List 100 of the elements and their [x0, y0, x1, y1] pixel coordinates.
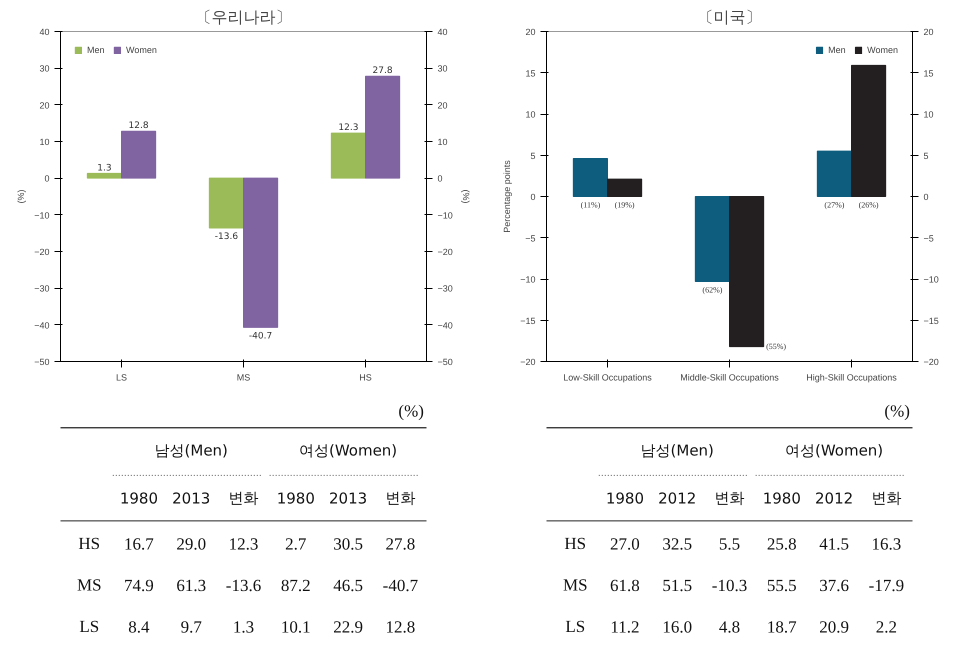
- y-tick-label: −15: [520, 316, 536, 326]
- data-label: 4.8: [718, 618, 740, 637]
- data-label: 27.8: [372, 66, 393, 76]
- y2-tick-label: −50: [438, 357, 453, 367]
- data-label: 27.0: [610, 534, 640, 554]
- y-tick-label: MS: [562, 576, 588, 595]
- y-tick-label: 20: [525, 27, 536, 37]
- data-label: 74.9: [124, 576, 154, 596]
- data-label: 61.8: [610, 576, 640, 596]
- annotation: (19%): [614, 200, 635, 210]
- x-tick-label: LS: [116, 372, 128, 382]
- x-tick-label: 변화: [871, 489, 902, 508]
- y-tick-label: 0: [44, 174, 50, 184]
- data-label: -13.6: [226, 576, 262, 596]
- y2-tick-label: 20: [924, 27, 934, 37]
- data-label: 16.3: [871, 534, 902, 554]
- x-tick-label: 변화: [228, 489, 258, 508]
- chart-title: 〔미국〕: [698, 8, 762, 26]
- y2-tick-label: −30: [438, 284, 453, 294]
- data-label: 16.7: [124, 534, 154, 554]
- data-label: 1.3: [232, 618, 254, 637]
- data-label: -40.7: [382, 576, 419, 596]
- x-tick-label: 변화: [714, 489, 744, 508]
- y-axis-title: Percentage points: [502, 160, 512, 233]
- y-tick-label: 5: [530, 150, 536, 161]
- y2-tick-label: 5: [924, 150, 929, 161]
- data-label: 11.2: [610, 618, 640, 637]
- x-tick-label: MS: [236, 372, 250, 382]
- y-tick-label: 10: [39, 137, 50, 147]
- x-tick-label: HS: [359, 372, 372, 382]
- x-tick-label: 1980: [762, 490, 801, 508]
- x-tick-label: 1980: [120, 490, 158, 508]
- data-label: 16.0: [662, 618, 692, 637]
- y-tick-label: LS: [565, 617, 586, 636]
- annotation: (11%): [580, 200, 601, 210]
- text: 여성(Women): [784, 442, 884, 460]
- y2-tick-label: −20: [924, 357, 939, 367]
- legend-label: Men: [828, 45, 847, 55]
- data-label: 51.5: [662, 576, 692, 596]
- y-tick-label: 40: [39, 27, 50, 37]
- annotation: (55%): [766, 342, 786, 352]
- y2-tick-label: 0: [438, 174, 443, 184]
- data-label: -13.6: [214, 232, 238, 242]
- data-label: -10.3: [712, 576, 748, 596]
- data-label: 12.8: [385, 618, 416, 637]
- y-tick-label: 0: [530, 192, 536, 202]
- annotation: (62%): [702, 285, 723, 294]
- y2-tick-label: 0: [924, 192, 929, 202]
- y-tick-label: 10: [525, 110, 536, 120]
- y-tick-label: MS: [76, 576, 102, 595]
- data-label: 10.1: [280, 618, 311, 637]
- data-label: 41.5: [819, 534, 849, 554]
- data-label: -40.7: [248, 331, 272, 342]
- y2-tick-label: −5: [924, 233, 934, 244]
- data-label: 22.9: [333, 618, 363, 637]
- data-label: 12.3: [228, 534, 258, 554]
- data-label: 2.2: [876, 618, 897, 637]
- data-label: 25.8: [766, 534, 797, 554]
- y-tick-label: 30: [39, 64, 50, 74]
- y2-tick-label: 10: [438, 137, 448, 147]
- annotation: (27%): [824, 200, 845, 210]
- y-tick-label: −20: [34, 247, 50, 257]
- y2-tick-label: 40: [438, 27, 448, 37]
- legend-label: Men: [87, 45, 106, 55]
- y-tick-label: HS: [78, 534, 100, 554]
- y2-axis-title: (%): [460, 190, 471, 204]
- annotation: (26%): [858, 200, 879, 210]
- data-label: 12.8: [128, 121, 149, 132]
- x-tick-label: 2012: [814, 490, 854, 508]
- data-label: 5.5: [718, 534, 740, 554]
- y2-tick-label: −40: [438, 320, 453, 330]
- y2-tick-label: 20: [438, 100, 448, 110]
- text: 남성(Men): [154, 442, 228, 460]
- y-tick-label: LS: [79, 617, 100, 636]
- y-tick-label: −50: [34, 357, 50, 367]
- data-label: 29.0: [176, 534, 206, 554]
- y-tick-label: −10: [520, 274, 536, 284]
- x-tick-label: 2013: [172, 490, 210, 508]
- data-label: 20.9: [819, 618, 849, 637]
- y-tick-label: 20: [39, 100, 50, 110]
- x-tick-label: 2012: [658, 490, 696, 508]
- data-label: 1.3: [97, 163, 112, 174]
- y-tick-label: 15: [525, 68, 536, 78]
- data-label: 8.4: [128, 618, 150, 637]
- y-tick-label: −30: [34, 284, 50, 294]
- data-label: 46.5: [333, 576, 363, 596]
- y-axis-title: (%): [16, 190, 26, 204]
- y2-tick-label: −15: [924, 316, 939, 326]
- y2-tick-label: 15: [924, 68, 934, 78]
- data-label: 9.7: [180, 618, 202, 637]
- data-label: 2.7: [285, 534, 307, 554]
- chart-title: 〔우리나라〕: [196, 8, 292, 26]
- x-tick-label: High-Skill Occupations: [806, 372, 898, 382]
- x-tick-label: 2013: [328, 490, 368, 508]
- y-tick-label: −40: [34, 320, 50, 330]
- text: (%): [398, 402, 424, 421]
- data-label: 55.5: [766, 576, 797, 596]
- legend-label: Women: [867, 45, 898, 55]
- data-label: -17.9: [868, 576, 904, 596]
- y-tick-label: HS: [564, 534, 586, 554]
